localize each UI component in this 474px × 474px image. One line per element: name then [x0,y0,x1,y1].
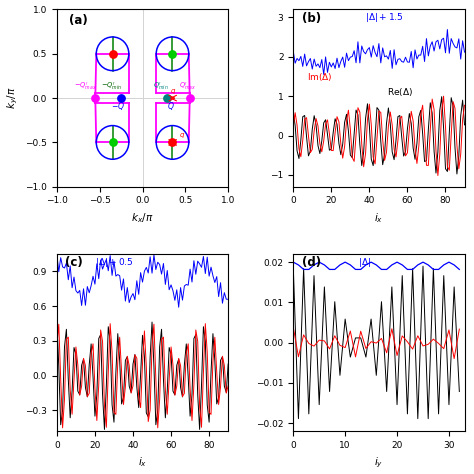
Text: $|\Delta|$: $|\Delta|$ [358,256,372,269]
X-axis label: $i_x$: $i_x$ [138,456,147,469]
Text: $Q^\prime_{min}$: $Q^\prime_{min}$ [153,81,168,93]
Text: (b): (b) [302,12,321,25]
Point [169,138,176,146]
Text: $\mathrm{Re}(\Delta)$: $\mathrm{Re}(\Delta)$ [387,86,414,98]
Text: $-Q^\prime_{min}$: $-Q^\prime_{min}$ [101,81,122,93]
Text: $Q^\prime_{max}$: $Q^\prime_{max}$ [179,81,197,93]
Text: (c): (c) [65,256,83,270]
Text: $q$: $q$ [179,131,185,140]
Text: $|\Delta|+1.5$: $|\Delta|+1.5$ [365,11,404,24]
Text: $-Q$: $-Q$ [111,100,126,112]
Y-axis label: $k_y/\pi$: $k_y/\pi$ [5,87,20,109]
Text: $\mathrm{Im}(\Delta)$: $\mathrm{Im}(\Delta)$ [307,72,332,83]
Point [163,94,171,102]
Text: $-Q^\prime_{max}$: $-Q^\prime_{max}$ [73,81,97,93]
X-axis label: $i_y$: $i_y$ [374,456,383,470]
Text: $|\Delta|+0.5$: $|\Delta|+0.5$ [94,256,133,269]
X-axis label: $k_x/\pi$: $k_x/\pi$ [131,211,154,225]
Point [109,50,116,57]
Text: $Q$: $Q$ [167,100,174,112]
Point [118,94,125,102]
Point [91,94,99,102]
Text: (d): (d) [302,256,321,270]
Point [109,138,116,146]
Text: (a): (a) [69,14,88,27]
Text: $q$: $q$ [170,87,176,96]
Point [169,50,176,57]
Point [186,94,193,102]
X-axis label: $i_x$: $i_x$ [374,211,383,225]
